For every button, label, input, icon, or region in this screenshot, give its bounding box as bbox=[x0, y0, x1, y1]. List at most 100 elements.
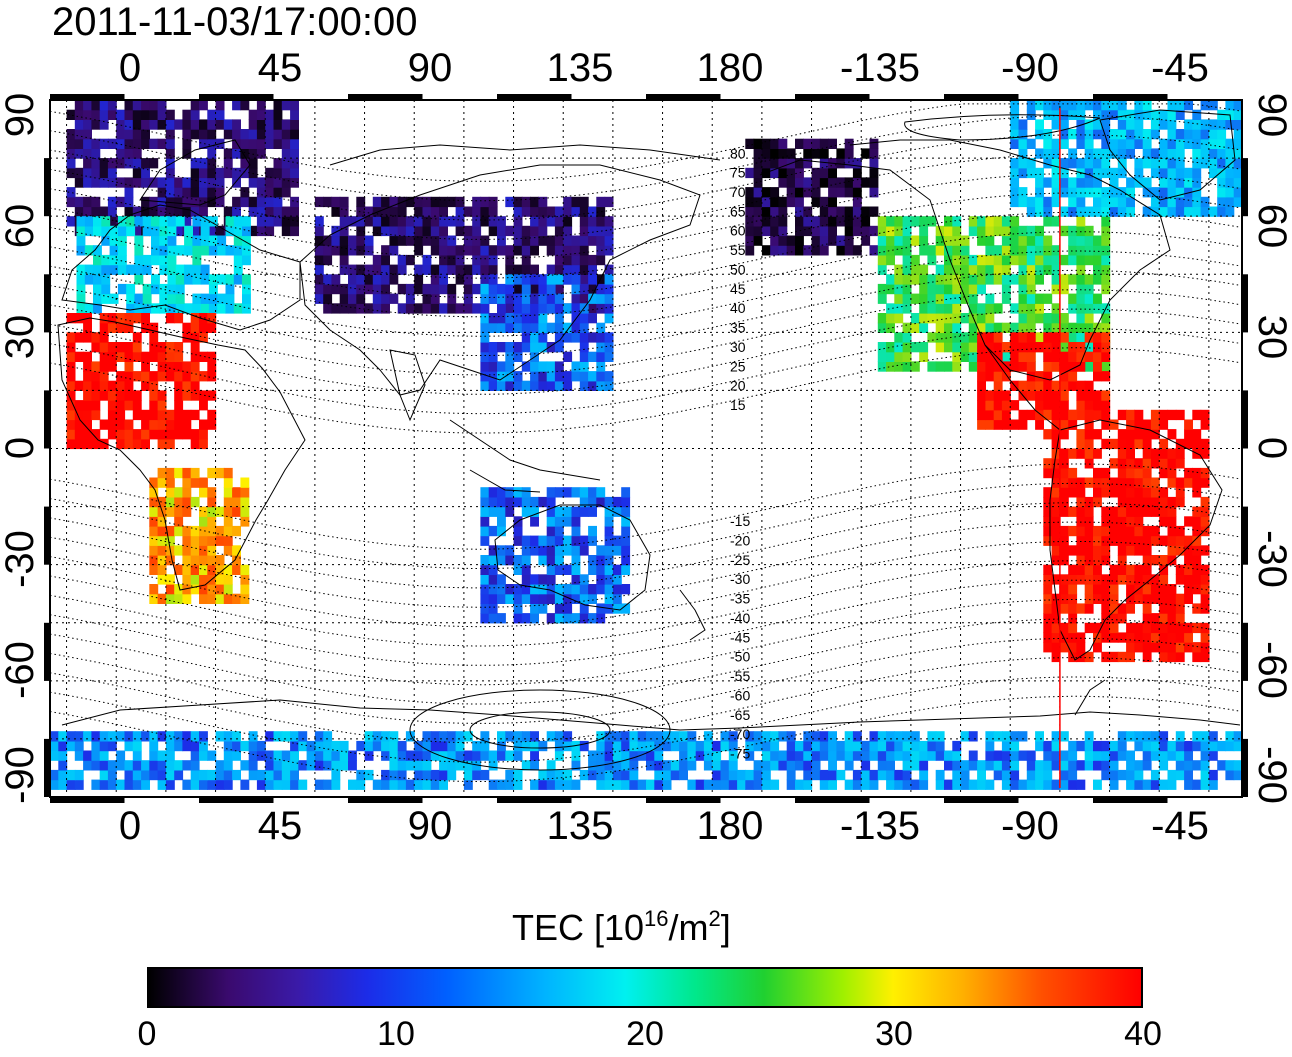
tec-cell bbox=[554, 225, 564, 237]
tec-cell bbox=[1084, 496, 1094, 508]
tec-cell bbox=[886, 245, 895, 256]
tec-cell bbox=[910, 740, 920, 752]
tec-cell bbox=[192, 254, 202, 266]
tec-cell bbox=[596, 342, 606, 353]
tec-cell bbox=[1076, 380, 1086, 391]
tec-cell bbox=[1184, 206, 1193, 217]
tec-cell bbox=[554, 613, 564, 624]
tec-cell bbox=[1018, 283, 1028, 295]
tec-cell bbox=[910, 760, 920, 771]
tec-cell bbox=[745, 779, 755, 790]
tec-cell bbox=[1134, 138, 1144, 149]
tec-cell bbox=[422, 303, 432, 314]
tec-cell bbox=[182, 187, 192, 198]
tec-cell bbox=[1068, 409, 1078, 421]
tec-cell bbox=[1126, 409, 1135, 421]
tec-cell bbox=[174, 187, 184, 198]
tec-cell bbox=[712, 740, 722, 752]
tec-cell bbox=[232, 129, 241, 140]
tec-cell bbox=[877, 769, 887, 781]
tec-cell bbox=[1043, 313, 1053, 324]
tec-cell bbox=[389, 264, 399, 275]
tec-cell bbox=[1084, 313, 1094, 324]
tec-cell bbox=[538, 574, 548, 585]
tec-cell bbox=[174, 351, 184, 362]
tec-cell bbox=[339, 264, 349, 275]
tec-cell bbox=[1117, 564, 1127, 575]
frame-tick-bar bbox=[646, 94, 721, 100]
tec-cell bbox=[1126, 603, 1135, 614]
tec-cell bbox=[265, 225, 275, 237]
tec-cell bbox=[1010, 158, 1020, 169]
tec-cell bbox=[1076, 216, 1086, 227]
tec-cell bbox=[480, 750, 490, 761]
tec-cell bbox=[190, 351, 200, 362]
tec-cell bbox=[149, 555, 159, 566]
tec-cell bbox=[505, 361, 515, 372]
tec-cell bbox=[76, 293, 86, 304]
tec-cell bbox=[91, 429, 101, 440]
tec-cell bbox=[530, 293, 539, 304]
tec-cell bbox=[1101, 516, 1111, 527]
tec-cell bbox=[869, 177, 879, 188]
tec-cell bbox=[74, 119, 84, 130]
tec-cell bbox=[1084, 129, 1094, 140]
tec-cell bbox=[174, 225, 184, 237]
tec-cell bbox=[142, 303, 152, 314]
tec-cell bbox=[1076, 138, 1086, 149]
tec-cell bbox=[1150, 409, 1160, 421]
coast-antarctic-peninsula bbox=[1074, 679, 1106, 716]
tec-cell bbox=[546, 206, 556, 217]
tec-cell bbox=[151, 274, 160, 285]
tec-cell bbox=[588, 332, 597, 343]
tec-cell bbox=[753, 769, 763, 781]
tec-cell bbox=[480, 332, 490, 343]
tec-cell bbox=[993, 245, 1003, 256]
tec-cell bbox=[894, 274, 904, 285]
tec-cell bbox=[372, 254, 382, 266]
tec-cell bbox=[985, 371, 995, 382]
mlat-contour bbox=[49, 289, 1243, 376]
tec-cell bbox=[1101, 158, 1111, 169]
tec-cell bbox=[1167, 555, 1177, 566]
tec-cell bbox=[505, 584, 515, 595]
tec-cell bbox=[497, 731, 506, 742]
tec-cell bbox=[1043, 196, 1053, 208]
tec-cell bbox=[1018, 235, 1028, 246]
tec-cell bbox=[463, 235, 473, 246]
tec-cell bbox=[1126, 564, 1135, 575]
tec-cell bbox=[199, 419, 208, 430]
tec-cell bbox=[290, 740, 299, 752]
tec-cell bbox=[141, 206, 150, 217]
tec-cell bbox=[993, 322, 1003, 333]
tec-cell bbox=[604, 545, 614, 556]
tec-cell bbox=[530, 603, 539, 614]
tec-cell bbox=[985, 225, 995, 237]
tec-cell bbox=[165, 109, 175, 120]
tec-cell bbox=[1059, 525, 1069, 537]
tec-cell bbox=[50, 769, 59, 781]
mlat-contour bbox=[49, 676, 1243, 763]
tec-cell bbox=[215, 593, 225, 604]
tec-cell bbox=[74, 148, 84, 159]
tec-cell bbox=[1068, 225, 1078, 237]
tec-cell bbox=[521, 342, 531, 353]
tec-cell bbox=[811, 216, 821, 227]
tec-cell bbox=[405, 283, 415, 295]
tec-cell bbox=[488, 564, 498, 575]
tec-cell bbox=[538, 216, 548, 227]
tec-cell bbox=[836, 206, 846, 217]
tec-cell bbox=[233, 216, 243, 227]
tec-cell bbox=[463, 769, 473, 781]
tec-cell bbox=[662, 769, 672, 781]
tec-cell bbox=[356, 225, 366, 237]
tec-cell bbox=[364, 750, 374, 761]
tec-cell bbox=[1043, 235, 1053, 246]
tec-cell bbox=[208, 283, 218, 295]
tec-cell bbox=[184, 274, 193, 285]
tec-cell bbox=[430, 264, 440, 275]
tec-cell bbox=[1200, 740, 1210, 752]
tec-cell bbox=[654, 731, 664, 742]
tec-cell bbox=[1093, 467, 1102, 479]
tec-cell bbox=[74, 419, 84, 430]
